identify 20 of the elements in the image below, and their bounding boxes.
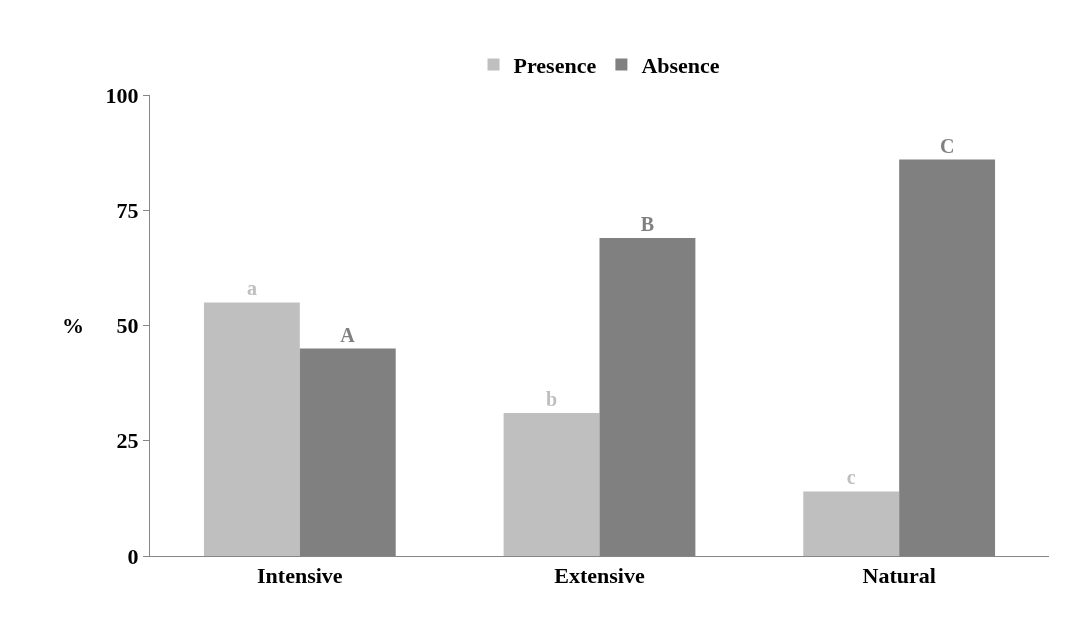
bar bbox=[503, 413, 600, 556]
data-label: A bbox=[340, 323, 356, 346]
legend-label: Absence bbox=[641, 53, 720, 79]
y-tick-label: 25 bbox=[116, 428, 139, 454]
y-tick-label: 75 bbox=[116, 197, 139, 223]
legend-label: Presence bbox=[513, 53, 597, 79]
y-tick-label: 50 bbox=[116, 313, 139, 339]
data-label: a bbox=[246, 277, 257, 300]
y-tick-label: 100 bbox=[105, 82, 139, 108]
y-tick-label: 0 bbox=[127, 543, 139, 569]
y-axis-title: % bbox=[62, 313, 84, 338]
data-label: c bbox=[846, 466, 856, 489]
x-tick-label: Extensive bbox=[554, 563, 645, 589]
x-tick-label: Natural bbox=[862, 563, 936, 589]
bar bbox=[803, 491, 900, 556]
data-label: b bbox=[545, 388, 558, 411]
bar bbox=[203, 302, 300, 556]
data-label: C bbox=[939, 134, 955, 157]
x-tick-label: Intensive bbox=[257, 563, 343, 589]
data-label: B bbox=[640, 212, 655, 235]
